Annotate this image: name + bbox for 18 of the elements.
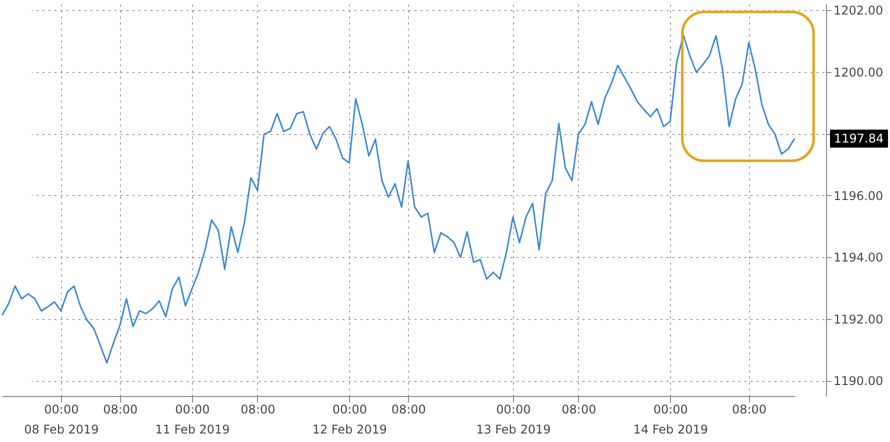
x-tick-label: 00:00 13 Feb 2019: [476, 402, 551, 436]
x-tick-label: 08:00: [391, 402, 426, 416]
text: 1197.84: [834, 132, 884, 146]
y-tick-label: 1190.00: [834, 374, 884, 388]
x-tick-label: 00:00 08 Feb 2019: [24, 402, 99, 436]
y-tick-label: 1202.00: [834, 4, 884, 18]
x-tick-label: 08:00: [732, 402, 767, 416]
x-tick-label: 08:00: [103, 402, 138, 416]
y-tick-label: 1200.00: [834, 65, 884, 80]
line-series: [1, 34, 796, 364]
x-tick-label: 00:00 11 Feb 2019: [155, 402, 230, 436]
x-tick-label: 08:00: [562, 402, 596, 416]
y-tick-label: 1196.00: [834, 188, 884, 203]
x-tick-label: 08:00: [240, 402, 276, 416]
y-tick-label: 1194.00: [834, 250, 884, 265]
x-tick-label: 00:00 12 Feb 2019: [312, 402, 388, 436]
x-tick-label: 00:00 14 Feb 2019: [633, 402, 708, 436]
y-tick-label: 1192.00: [834, 312, 884, 326]
